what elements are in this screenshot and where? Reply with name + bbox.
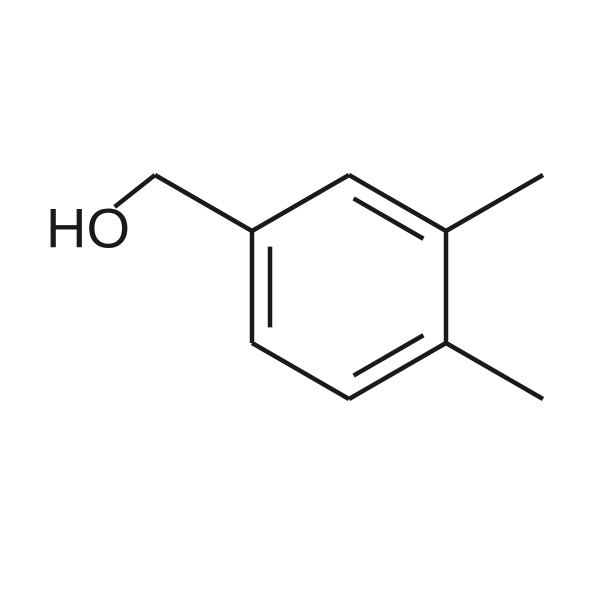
bond-C5-C6	[252, 343, 349, 399]
molecule-diagram: HO	[0, 0, 600, 600]
bond-C1-C2	[252, 175, 349, 231]
bond-C1-C7	[155, 175, 252, 231]
atom-label-O: HO	[46, 197, 130, 260]
bond-C4-C9	[446, 343, 543, 399]
bond-C3-C8	[446, 175, 543, 231]
bond-C4-C5-inner	[354, 335, 424, 375]
bond-C2-C3-inner	[354, 198, 424, 238]
